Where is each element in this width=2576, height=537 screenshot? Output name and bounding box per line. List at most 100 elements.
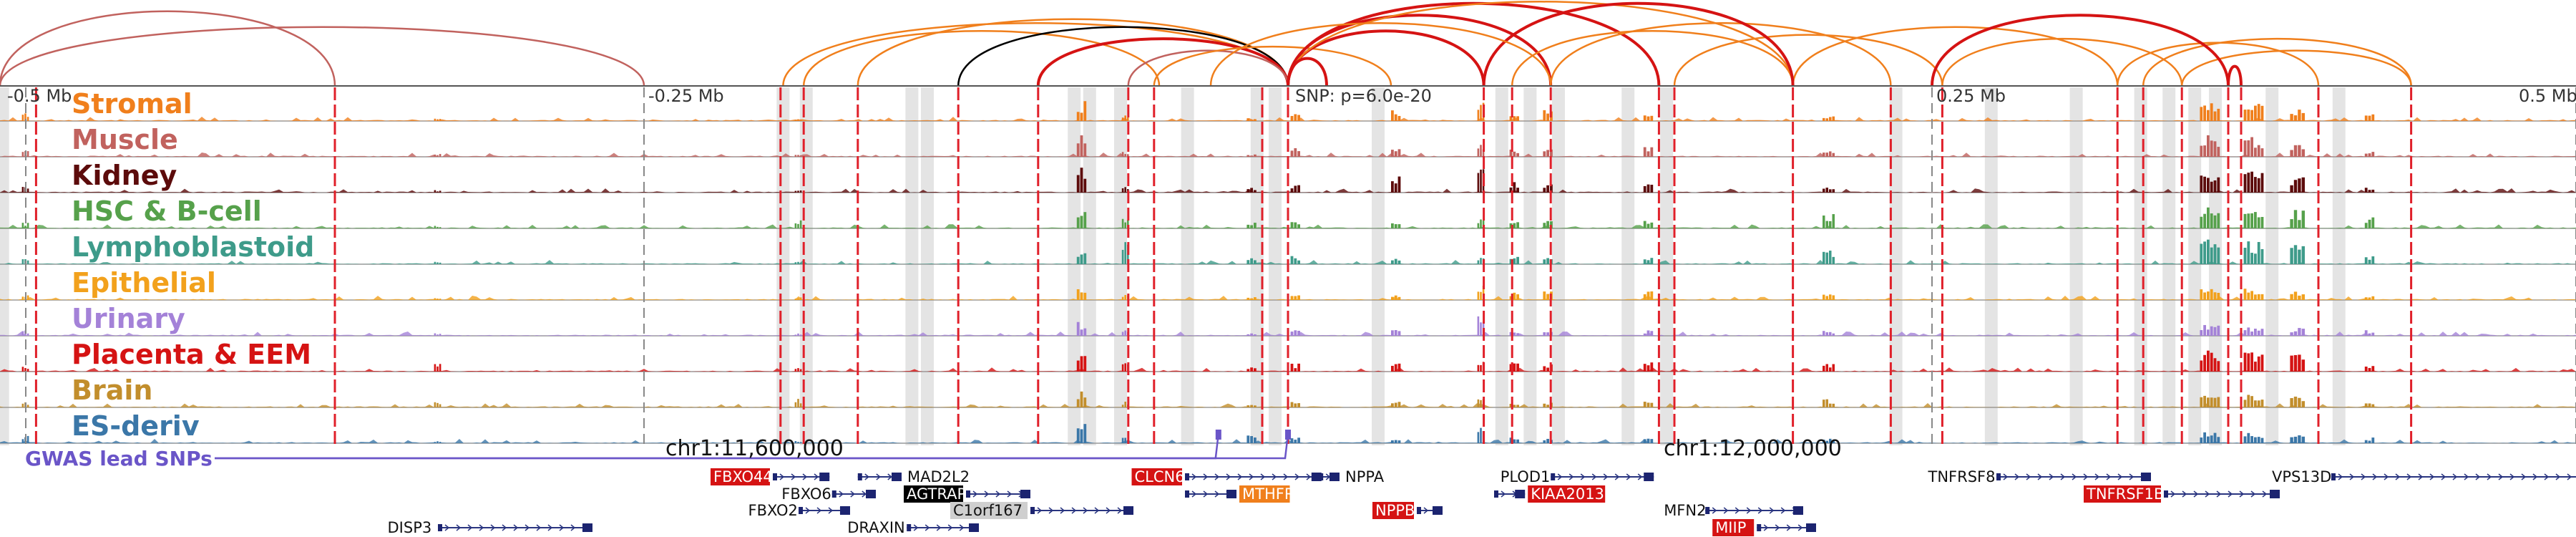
track-peak xyxy=(794,120,797,121)
track-peak xyxy=(21,259,24,264)
coord-left: chr1:11,600,000 xyxy=(665,436,844,461)
track-peak xyxy=(1509,296,1513,300)
track-peak xyxy=(1294,330,1297,336)
strand-arrow xyxy=(1203,473,1209,480)
highlight-band xyxy=(2162,87,2176,445)
gene-label: VPS13D xyxy=(2272,468,2331,485)
strand-arrow xyxy=(887,473,893,480)
track-peak xyxy=(2257,356,2260,372)
strand-arrow xyxy=(2193,490,2199,498)
strand-arrow xyxy=(2205,490,2210,498)
track-label: ES-deriv xyxy=(72,410,200,442)
track-peak xyxy=(1650,258,1654,264)
gene-label: DISP3 xyxy=(388,519,432,536)
track-peak xyxy=(1550,149,1553,157)
track-peak xyxy=(1829,251,1832,264)
gene-exon xyxy=(1644,473,1654,481)
track-peak xyxy=(2371,256,2375,264)
track-peak xyxy=(2200,175,2203,193)
strand-arrow xyxy=(2532,473,2538,480)
track-peak xyxy=(1290,115,1294,121)
track-peak xyxy=(2247,327,2250,336)
track-peak xyxy=(1823,251,1825,264)
track-peak xyxy=(2290,355,2293,372)
gene-exon xyxy=(819,473,830,481)
track-peak xyxy=(1397,296,1401,300)
track-peak xyxy=(1650,222,1654,228)
interaction-arc xyxy=(1209,22,1552,87)
track-peak xyxy=(436,298,439,300)
track-peak xyxy=(1546,150,1549,157)
interaction-arc xyxy=(1153,45,1392,87)
track-peak xyxy=(2254,437,2257,443)
track-peak xyxy=(2213,292,2217,300)
track-peak xyxy=(1290,332,1294,336)
track-peak xyxy=(26,260,29,264)
track-peak xyxy=(794,223,797,228)
track-peak xyxy=(2368,440,2371,443)
gene-exon xyxy=(1793,506,1803,515)
track-peak xyxy=(797,261,799,264)
track-peak xyxy=(1254,260,1257,264)
track-peak xyxy=(2364,297,2368,300)
track-peak xyxy=(2207,135,2210,157)
axis-label-0.5: 0.5 Mb xyxy=(2519,86,2576,106)
track-label: Brain xyxy=(72,374,152,406)
track-peak xyxy=(794,402,797,407)
track-peak xyxy=(794,190,797,193)
interaction-arc xyxy=(1792,26,2119,87)
track-peak xyxy=(1391,150,1394,157)
track-peak xyxy=(1829,189,1832,193)
track-peak xyxy=(2298,328,2301,336)
strand-arrow xyxy=(924,524,930,531)
track-peak xyxy=(436,119,439,121)
strand-arrow xyxy=(2418,473,2424,480)
track-peak xyxy=(1516,294,1519,300)
strand-arrow xyxy=(1568,473,1574,480)
strand-arrow xyxy=(1191,473,1197,480)
track-peak xyxy=(2364,153,2368,157)
track-peak xyxy=(24,367,26,372)
track-peak xyxy=(2260,248,2264,264)
track-peak xyxy=(1246,155,1250,157)
track-label: Lymphoblastoid xyxy=(72,231,314,263)
track-peak xyxy=(1650,115,1654,121)
track-peak xyxy=(1480,400,1482,407)
gwas-lead-snps: GWAS lead SNPs xyxy=(25,430,1291,470)
track-peak xyxy=(1083,101,1087,121)
interaction-arc xyxy=(0,10,336,87)
track-peak xyxy=(2368,403,2371,407)
gene-highlight-box xyxy=(950,502,1028,519)
track-peak xyxy=(26,333,29,336)
track-peak xyxy=(1076,143,1080,157)
highlight-band xyxy=(921,87,934,445)
track-peak xyxy=(1829,221,1832,228)
track-peak xyxy=(1121,152,1124,157)
strand-arrow xyxy=(490,524,496,531)
track-peak xyxy=(2200,145,2203,157)
track-peak xyxy=(2364,115,2368,121)
track-peak xyxy=(2290,114,2293,121)
track-peak xyxy=(21,223,24,228)
track-peak xyxy=(2260,329,2264,336)
highlight-band xyxy=(1372,87,1385,445)
track-peak xyxy=(1076,360,1080,372)
track-peak xyxy=(2243,174,2247,193)
gene-fbxo44: FBXO44 xyxy=(711,468,830,485)
track-peak xyxy=(1646,184,1650,193)
track-peak xyxy=(2371,366,2375,372)
gene-exon xyxy=(438,524,442,531)
highlight-band xyxy=(1083,87,1096,445)
strand-arrow xyxy=(850,490,856,498)
track-signal xyxy=(0,367,2576,372)
track-peak xyxy=(2247,395,2250,407)
track-peak xyxy=(1543,151,1546,157)
strand-arrow xyxy=(1626,473,1631,480)
track-peak xyxy=(2364,330,2368,336)
track-peak xyxy=(1246,260,1250,264)
track-peak xyxy=(1513,405,1516,407)
track-signal xyxy=(0,224,2576,228)
strand-arrow xyxy=(2521,473,2527,480)
interaction-arc xyxy=(1127,49,1289,87)
track-peak xyxy=(1650,402,1654,407)
